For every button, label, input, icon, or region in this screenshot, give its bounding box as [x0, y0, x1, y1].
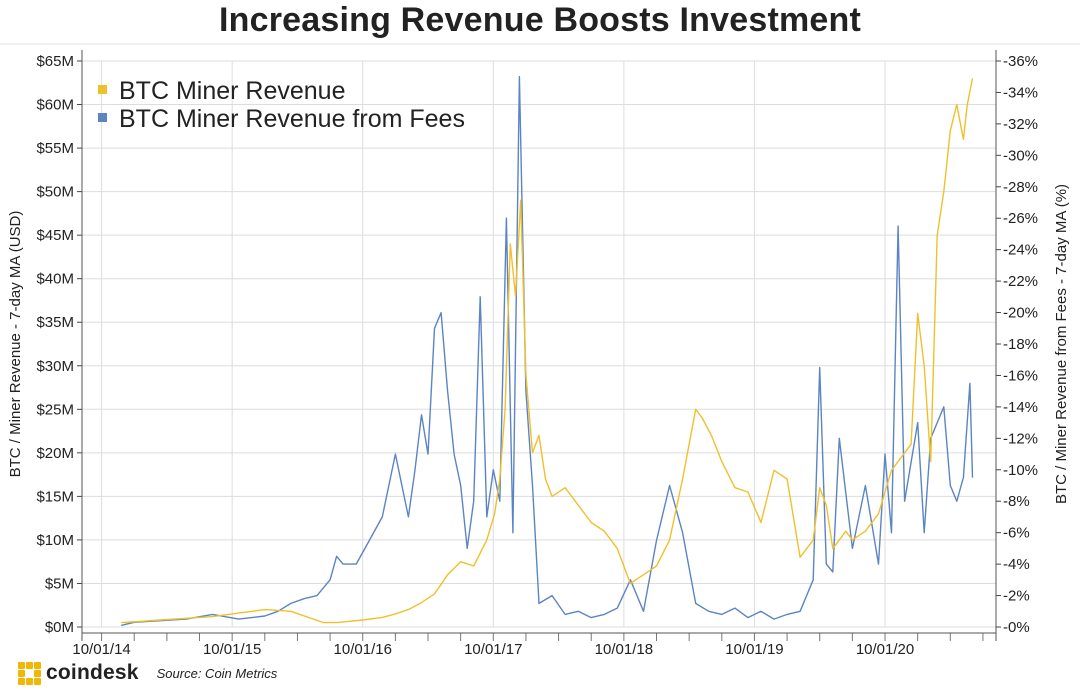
left-tick-label: $60M: [36, 97, 74, 114]
right-tick-label: -12%: [1003, 430, 1038, 447]
chart-title: Increasing Revenue Boosts Investment: [218, 1, 862, 39]
right-tick-label: -18%: [1003, 336, 1038, 353]
right-tick-label: -6%: [1003, 525, 1030, 542]
left-tick-label: $15M: [36, 488, 74, 505]
series-lines: [121, 75, 974, 627]
right-tick-label: -24%: [1003, 242, 1038, 259]
right-tick-label: -14%: [1003, 399, 1038, 416]
left-tick-label: $50M: [36, 184, 74, 201]
left-tick-label: $5M: [45, 575, 74, 592]
x-tick-label: 10/01/18: [595, 641, 653, 658]
gridlines: [0, 43, 1080, 628]
right-tick-label: -16%: [1003, 367, 1038, 384]
x-tick-label: 10/01/16: [334, 641, 392, 658]
legend-swatch-revenue: [98, 85, 107, 94]
left-tick-label: $25M: [36, 401, 74, 418]
series-line-revenue-from-fees: [121, 75, 974, 627]
legend-swatch-fees: [98, 113, 107, 122]
right-tick-label: -22%: [1003, 273, 1038, 290]
x-tick-label: 10/01/14: [72, 641, 130, 658]
x-tick-label: 10/01/20: [856, 641, 914, 658]
legend-label-fees: BTC Miner Revenue from Fees: [119, 105, 465, 133]
right-tick-label: -8%: [1003, 493, 1030, 510]
right-tick-label: -26%: [1003, 210, 1038, 227]
right-tick-label: -32%: [1003, 116, 1038, 133]
right-tick-label: -10%: [1003, 462, 1038, 479]
left-tick-label: $55M: [36, 140, 74, 157]
left-tick-label: $45M: [36, 227, 74, 244]
right-tick-label: -2%: [1003, 588, 1030, 605]
left-tick-label: $40M: [36, 271, 74, 288]
right-axis-title: BTC / Miner Revenue from Fees - 7-day MA…: [1053, 184, 1070, 504]
left-tick-label: $10M: [36, 532, 74, 549]
brand-name: coindesk: [46, 661, 139, 684]
left-axis-title: BTC / Miner Revenue - 7-day MA (USD): [7, 211, 24, 478]
left-tick-label: $0M: [45, 619, 74, 636]
axes: $0M $5M $10M $15M $20M $25M $30M $35M $40M $45M $5…: [7, 50, 1070, 658]
coindesk-logo-icon: [18, 662, 41, 685]
left-tick-label: $30M: [36, 358, 74, 375]
right-tick-label: -0%: [1003, 619, 1030, 636]
source-note: Source: Coin Metrics: [156, 665, 278, 681]
left-tick-label: $20M: [36, 445, 74, 462]
x-tick-label: 10/01/19: [725, 641, 783, 658]
right-tick-label: -36%: [1003, 53, 1038, 70]
left-tick-label: $65M: [36, 53, 74, 70]
left-tick-label: $35M: [36, 314, 74, 331]
right-tick-label: -20%: [1003, 305, 1038, 322]
footer: coindesk Source: Coin Metrics: [18, 660, 277, 686]
legend-label-revenue: BTC Miner Revenue: [119, 77, 345, 105]
right-tick-label: -28%: [1003, 179, 1038, 196]
right-tick-label: -34%: [1003, 84, 1038, 101]
right-tick-label: -4%: [1003, 556, 1030, 573]
series-line-miner-revenue: [121, 78, 974, 624]
right-tick-label: -30%: [1003, 147, 1038, 164]
x-tick-label: 10/01/15: [203, 641, 261, 658]
x-tick-label: 10/01/17: [464, 641, 522, 658]
